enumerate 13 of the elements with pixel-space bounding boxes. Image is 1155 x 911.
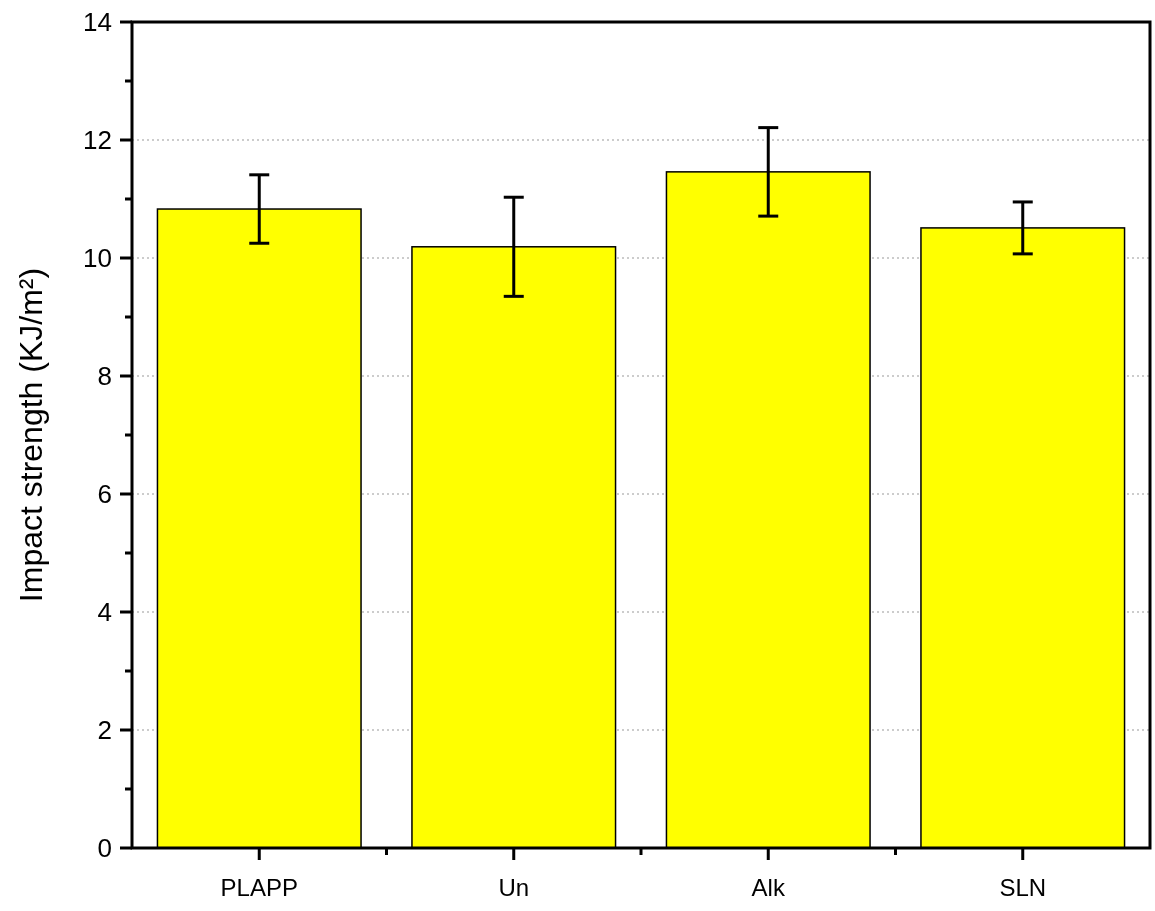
y-tick-label: 6 xyxy=(97,479,112,510)
x-tick-label: PLAPP xyxy=(220,874,298,901)
y-tick-label: 10 xyxy=(83,243,112,274)
y-tick-label: 0 xyxy=(97,833,112,864)
y-tick-label: 12 xyxy=(83,125,112,156)
y-tick-label: 2 xyxy=(97,715,112,746)
y-tick-label: 4 xyxy=(97,597,112,628)
y-tick-label: 8 xyxy=(97,361,112,392)
y-axis-title: Impact strength (KJ/m²) xyxy=(13,267,49,603)
x-tick-label: Alk xyxy=(751,874,786,901)
x-tick-label: SLN xyxy=(999,874,1047,901)
x-tick-label: Un xyxy=(498,874,530,901)
y-tick-label: 14 xyxy=(83,7,112,38)
